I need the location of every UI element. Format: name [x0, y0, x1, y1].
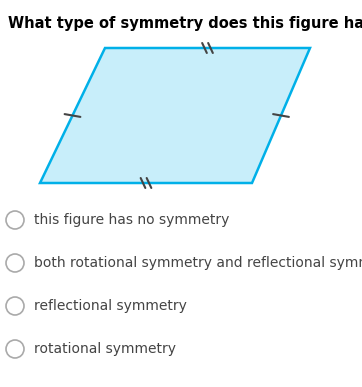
Polygon shape — [40, 48, 310, 183]
Text: this figure has no symmetry: this figure has no symmetry — [34, 213, 230, 227]
Text: both rotational symmetry and reflectional symmetry: both rotational symmetry and reflectiona… — [34, 256, 362, 270]
Text: rotational symmetry: rotational symmetry — [34, 342, 176, 356]
Text: reflectional symmetry: reflectional symmetry — [34, 299, 187, 313]
Text: What type of symmetry does this figure have?: What type of symmetry does this figure h… — [8, 16, 362, 31]
